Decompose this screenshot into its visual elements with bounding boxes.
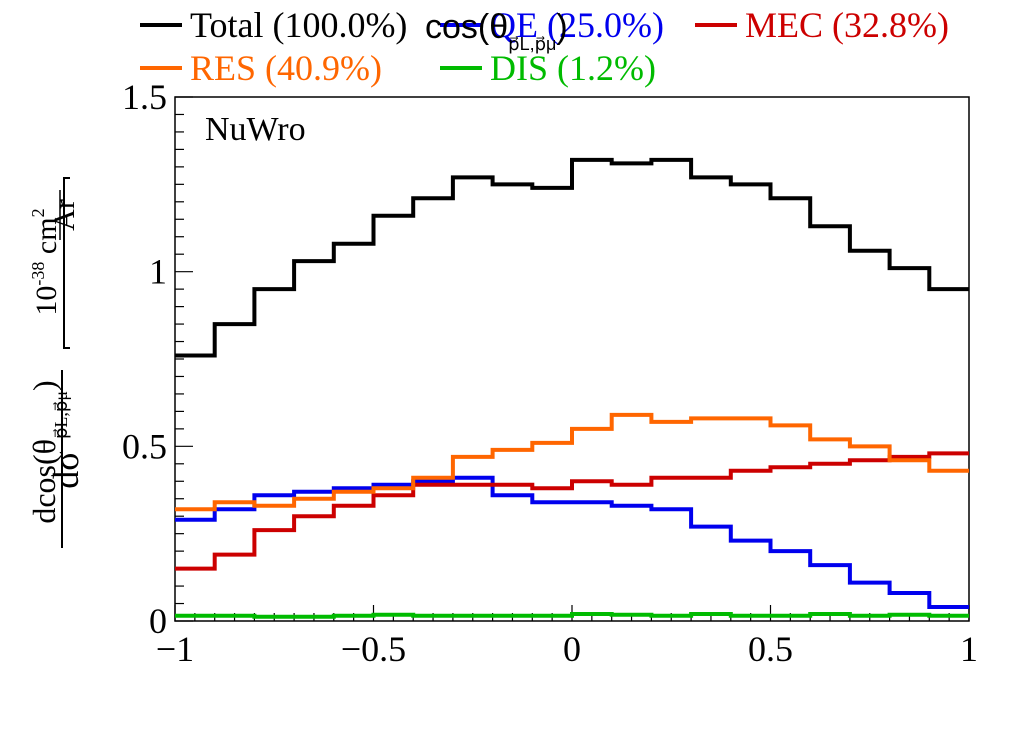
x-axis-ticks: −1 −0.5 0 0.5 1 xyxy=(156,605,978,669)
legend-label-total: Total (100.0%) xyxy=(190,5,407,45)
y-tick-label: 1.5 xyxy=(122,77,167,117)
series-line-res xyxy=(175,412,969,512)
legend-label-mec: MEC (32.8%) xyxy=(745,5,949,45)
y-tick-label: 0 xyxy=(149,601,167,641)
y-units-numerator: 10-38 cm2 xyxy=(28,208,63,315)
series-line-dis xyxy=(175,612,969,619)
x-tick-label: 0.5 xyxy=(748,629,793,669)
legend-label-qe: QE (25.0%) xyxy=(490,5,664,45)
series-line-total xyxy=(175,157,969,358)
series-lines xyxy=(175,157,969,619)
series-line-mec xyxy=(175,451,969,571)
legend-label-dis: DIS (1.2%) xyxy=(490,48,656,88)
y-tick-label: 1 xyxy=(149,252,167,292)
x-tick-label: −0.5 xyxy=(341,629,406,669)
legend-label-res: RES (40.9%) xyxy=(190,48,382,88)
y-title-numerator: dσ xyxy=(46,451,86,488)
y-axis-title: dσ dcos(θp⃗L,p⃗μ) 10-38 cm2 Ar xyxy=(26,177,86,548)
model-annotation: NuWro xyxy=(205,111,306,148)
y-axis-ticks: 0 0.5 1 1.5 xyxy=(122,77,193,641)
x-tick-label: −1 xyxy=(156,629,194,669)
y-units-bracket-left xyxy=(63,177,70,349)
y-units-denominator: Ar xyxy=(48,199,81,231)
x-axis-title: cos(θp⃗L,p⃗μ) xyxy=(425,8,568,54)
x-tick-label: 1 xyxy=(960,629,978,669)
y-title-denominator: dcos(θp⃗L,p⃗μ) xyxy=(26,380,71,523)
legend: Total (100.0%) QE (25.0%) MEC (32.8%) RES (… xyxy=(140,5,949,88)
y-tick-label: 0.5 xyxy=(122,426,167,466)
series-line-qe xyxy=(175,475,969,610)
x-tick-label: 0 xyxy=(563,629,581,669)
